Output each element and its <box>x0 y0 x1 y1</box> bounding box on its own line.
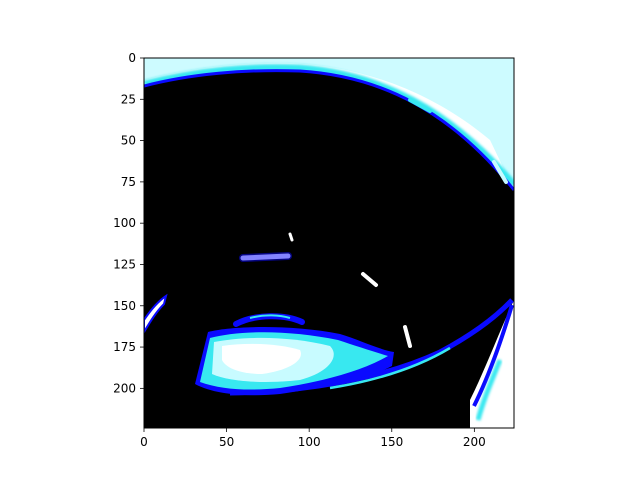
image-bottom-band-cyan <box>329 346 451 390</box>
image-highlight-dot <box>288 232 294 242</box>
y-tick-label: 175 <box>113 340 136 354</box>
image-rim-glow <box>144 58 514 190</box>
image-rim-cyan <box>144 64 514 188</box>
image-left-white-spot <box>144 293 168 334</box>
y-tick-label: 125 <box>113 257 136 271</box>
y-tick-label: 0 <box>128 51 136 65</box>
image-rim-highlight-2 <box>492 160 508 184</box>
axes-frame <box>143 57 515 429</box>
y-tick-label: 200 <box>113 381 136 395</box>
x-axis-ticks: 0 50 100 150 200 <box>140 428 486 449</box>
y-tick-label: 50 <box>121 134 136 148</box>
image-lower-right-cyan-2 <box>475 359 503 421</box>
x-tick-label: 100 <box>298 435 321 449</box>
image-blob-top-band <box>233 313 305 327</box>
y-tick-label: 100 <box>113 216 136 230</box>
x-tick-label: 50 <box>219 435 234 449</box>
y-axis-ticks: 0 25 50 75 100 125 150 175 200 <box>113 51 144 395</box>
y-tick-label: 25 <box>121 92 136 106</box>
image-rim-highlight-1 <box>408 98 432 113</box>
image-highlight-slash <box>361 272 378 287</box>
x-tick-label: 0 <box>140 435 148 449</box>
x-tick-label: 200 <box>463 435 486 449</box>
image-highlight-vertical <box>403 325 412 348</box>
image-lower-right-cyan <box>472 304 514 407</box>
image-highlight-streak-glow <box>239 252 292 262</box>
y-tick-label: 75 <box>121 175 136 189</box>
y-tick-label: 150 <box>113 299 136 313</box>
image-blue-rim <box>144 69 514 191</box>
x-tick-label: 150 <box>380 435 403 449</box>
image-blob-top-band-cyan <box>249 314 291 319</box>
heatmap-image <box>144 58 514 428</box>
image-bright-blob-white <box>222 343 301 374</box>
